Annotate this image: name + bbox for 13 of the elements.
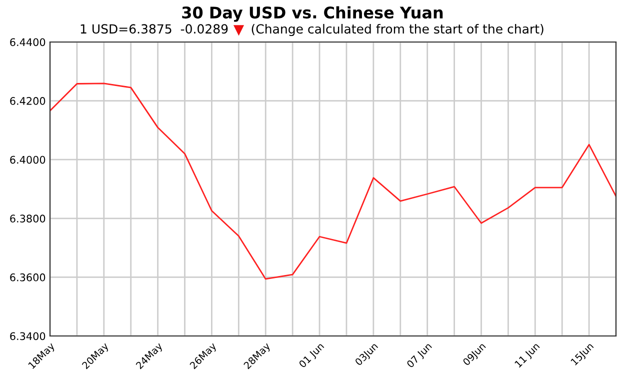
x-tick-label: 07 Jun: [406, 342, 434, 370]
text: (Change calculated from the start of the chart): [252, 24, 544, 36]
x-tick-label: 01 Jun: [298, 342, 326, 370]
y-tick-label: 6.4200: [10, 97, 46, 105]
y-tick-label: 6.3600: [10, 273, 46, 282]
y-tick-label: 6.3400: [10, 332, 46, 340]
x-tick-label: 11 Jun: [514, 342, 542, 370]
y-tick-label: 6.3800: [10, 214, 46, 223]
line-series: [50, 82, 616, 280]
y-tick-label: 6.4400: [10, 38, 46, 46]
chart-title: 30 Day USD vs. Chinese Yuan: [182, 6, 443, 22]
chart-subtitle: 1 USD=6.3875 -0.0289: [80, 24, 228, 34]
y-tick-label: 6.4000: [10, 156, 46, 164]
